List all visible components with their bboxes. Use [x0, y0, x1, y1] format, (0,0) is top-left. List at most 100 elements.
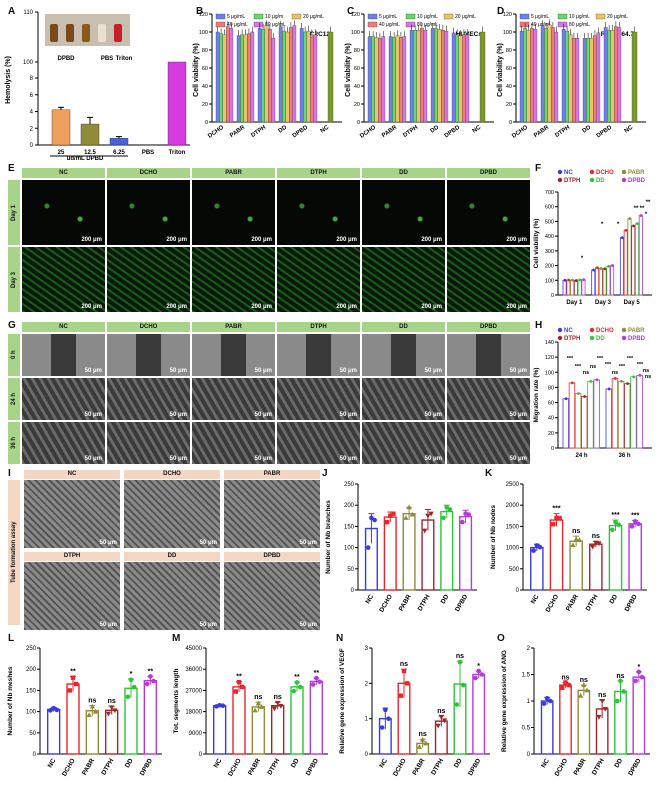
panel-label-A: A	[8, 6, 16, 17]
x-tick-label: DCHO	[61, 758, 77, 778]
bar	[635, 223, 640, 296]
significance-label: ns	[590, 364, 596, 370]
bar	[586, 38, 590, 123]
row-label: Day 1	[8, 180, 20, 245]
y-tick-label: 0	[516, 588, 520, 594]
bar	[569, 540, 583, 591]
x-tick-label: NC	[540, 757, 551, 769]
x-tick-label: PBS	[142, 150, 154, 156]
bar	[413, 30, 417, 123]
fluorescence-image: 200 μm	[362, 247, 445, 312]
x-tick-label: DPBD	[292, 124, 310, 139]
x-tick-label: DCHO	[227, 758, 243, 778]
bar	[270, 705, 285, 755]
data-point	[428, 511, 434, 517]
x-tick-label: DPBD	[467, 757, 482, 777]
data-point	[564, 397, 568, 401]
scale-bar-label: 50 μm	[254, 412, 272, 418]
legend: 5 μg/mL 10 μg/mL 20 μg/mL 40 μg/mL 80 μg/mL	[519, 13, 628, 28]
fluorescence-image: 200 μm	[447, 247, 530, 312]
data-point	[240, 684, 245, 690]
vegf-expression-chart: 0 1 2 3 Relative gene expression of VEGF NC ns…	[339, 646, 490, 778]
data-point	[531, 548, 536, 553]
significance-label: ***	[627, 356, 634, 362]
x-tick-label: 24 h	[575, 453, 587, 459]
y-tick-label: 2	[365, 681, 369, 687]
x-tick-label: Triton	[169, 150, 186, 156]
scale-bar-label: 200 μm	[421, 304, 442, 310]
legend-swatch	[291, 13, 302, 20]
legend-label: PABR	[628, 328, 645, 334]
x-tick-label: PABR	[398, 593, 413, 612]
bar	[289, 27, 293, 123]
panel-label-B: B	[196, 6, 204, 17]
legend-marker	[589, 169, 595, 175]
bar	[395, 35, 400, 123]
viability-chart-raw264: 0 20 40 60 80 100 120 Cell viability (%) 5 μg/mL…	[497, 12, 646, 140]
data-point	[574, 279, 578, 282]
data-point	[632, 224, 635, 228]
data-point	[384, 519, 390, 525]
bar	[222, 34, 227, 123]
column-header: DTPH	[277, 322, 360, 332]
panel-label-N: N	[336, 633, 344, 644]
y-tick-label: 300	[545, 249, 554, 255]
x-tick-label: NC	[530, 593, 541, 605]
x-tick-label: PABR	[229, 124, 247, 139]
scale-bar-label: 50 μm	[99, 622, 117, 628]
panel-label-H: H	[535, 320, 543, 331]
bar	[628, 523, 642, 591]
x-tick-label: PABR	[573, 757, 588, 776]
bar	[533, 29, 538, 123]
legend-label: 20 μg/mL	[455, 14, 476, 20]
bar	[617, 27, 622, 123]
data-point	[275, 700, 281, 706]
y-tick-label: 2	[527, 646, 531, 652]
bar	[572, 38, 576, 123]
bar	[451, 32, 456, 123]
data-point	[112, 708, 118, 714]
bar	[608, 524, 623, 591]
data-point	[151, 678, 156, 684]
bar	[606, 265, 611, 296]
significance-label: ns	[616, 673, 624, 680]
segments-length-chart: 0 9000 18000 27000 36000 45000 Tot. segments l…	[173, 646, 328, 778]
scratch-image: 50 μm	[447, 378, 530, 420]
x-tick-label: PABR	[381, 124, 399, 139]
data-point	[423, 740, 429, 746]
bar	[559, 684, 572, 755]
x-tick-label: NC	[47, 757, 58, 769]
data-point	[624, 228, 628, 232]
data-point	[89, 703, 95, 709]
scale-bar-label: 50 μm	[509, 456, 527, 462]
data-point	[405, 681, 410, 686]
x-tick-label: DD	[278, 124, 289, 134]
data-point	[615, 698, 620, 704]
significance-label: ns	[419, 731, 427, 738]
tile-header: NC	[24, 470, 120, 479]
data-point	[255, 700, 261, 706]
y-tick-label: 0	[205, 120, 208, 126]
y-axis-label: Number of Nb meshes	[7, 666, 14, 735]
significance-label: ns	[456, 653, 464, 660]
data-point	[576, 537, 582, 542]
significance-label: ns	[645, 374, 651, 380]
y-tick-label: 0	[527, 752, 531, 758]
x-tick-label: Day 5	[624, 300, 641, 306]
x-tick-label: DTPH	[591, 757, 606, 776]
y-tick-label: 150	[26, 688, 37, 694]
x-tick-label: DCHO	[378, 594, 394, 614]
nb-branches-chart: 0 50 100 150 200 250 Number of Nb branches NC DC…	[325, 482, 477, 614]
bar	[109, 138, 129, 146]
significance-label: **	[70, 668, 76, 675]
photo-label: PBS	[101, 56, 113, 62]
significance-label: ns	[643, 368, 649, 374]
y-tick-label: 600	[545, 205, 554, 211]
significance-label: **	[640, 206, 645, 212]
x-tick-label: DTPH	[417, 593, 432, 612]
tube	[98, 24, 106, 42]
data-point	[599, 699, 605, 704]
data-point	[581, 682, 587, 688]
y-tick-label: 200	[545, 264, 554, 270]
significance-label: **	[294, 674, 300, 681]
